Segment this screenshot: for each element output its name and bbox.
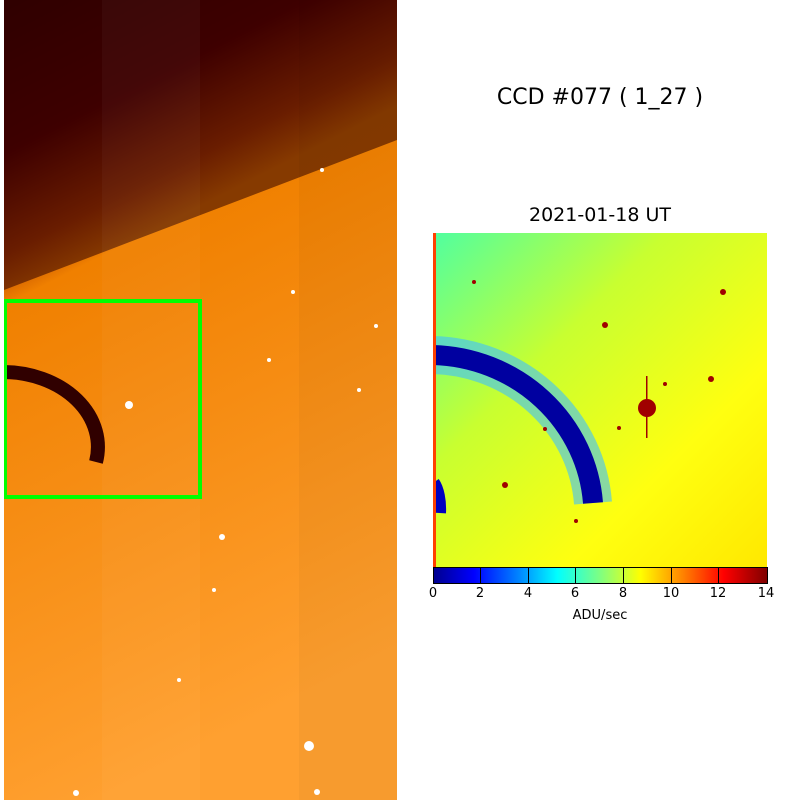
colorbar-tick-label: 0	[428, 586, 438, 601]
colorbar-tick	[623, 568, 624, 583]
dark-arc	[4, 365, 105, 464]
colorbar	[433, 567, 768, 584]
dark-arc	[433, 345, 603, 504]
colorbar-tick	[528, 568, 529, 583]
full-ccd-image	[4, 0, 397, 800]
colorbar-tick-label: 4	[523, 586, 533, 601]
colorbar-tick-label: 6	[570, 586, 580, 601]
zoomed-ccd-image	[433, 233, 767, 567]
colorbar-tick	[671, 568, 672, 583]
stars	[73, 168, 378, 796]
colorbar-tick-label: 12	[709, 586, 727, 601]
colorbar-tick-label: 14	[757, 586, 775, 601]
colorbar-tick-label: 10	[662, 586, 680, 601]
colorbar-tick-label: 2	[475, 586, 485, 601]
colorbar-label: ADU/sec	[572, 608, 628, 623]
stars	[472, 280, 726, 523]
colorbar-tick	[480, 568, 481, 583]
colorbar-tick	[575, 568, 576, 583]
zoom-region-box	[4, 299, 202, 499]
figure-title: CCD #077 ( 1_27 )	[496, 85, 704, 110]
colorbar-tick	[718, 568, 719, 583]
colorbar-tick-label: 8	[618, 586, 628, 601]
observation-date: 2021-01-18 UT	[529, 204, 671, 226]
